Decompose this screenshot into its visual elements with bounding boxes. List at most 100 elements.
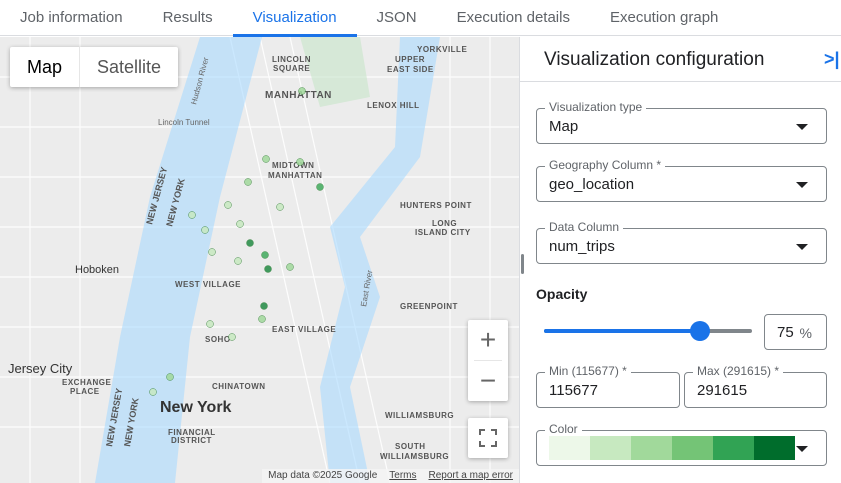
data-point[interactable]: [244, 178, 252, 186]
tab-json[interactable]: JSON: [376, 9, 417, 26]
svg-text:SQUARE: SQUARE: [273, 64, 310, 73]
fullscreen-button[interactable]: [468, 418, 508, 458]
max-input[interactable]: Max (291615) * 291615: [684, 364, 827, 408]
data-point[interactable]: [149, 388, 157, 396]
svg-text:SOHO: SOHO: [205, 335, 231, 344]
color-ramp-select[interactable]: Color: [536, 422, 827, 466]
color-swatch: [549, 436, 590, 460]
field-value: geo_location: [549, 176, 635, 193]
field-value: 75: [777, 324, 794, 341]
data-point[interactable]: [228, 333, 236, 341]
color-swatch: [754, 436, 795, 460]
svg-text:Jersey City: Jersey City: [8, 361, 73, 376]
opacity-input[interactable]: 75 %: [764, 314, 827, 350]
svg-text:YORKVILLE: YORKVILLE: [417, 45, 467, 54]
data-point[interactable]: [261, 251, 269, 259]
percent-unit: %: [799, 325, 812, 341]
field-value: 291615: [697, 382, 748, 399]
map-type-map-button[interactable]: Map: [10, 47, 81, 87]
data-point[interactable]: [296, 158, 304, 166]
field-label: Min (115677) *: [545, 364, 631, 378]
data-point[interactable]: [188, 211, 196, 219]
tab-execution-details[interactable]: Execution details: [456, 9, 570, 26]
field-value: 115677: [549, 382, 598, 399]
data-point[interactable]: [206, 320, 214, 328]
svg-text:UPPER: UPPER: [395, 55, 425, 64]
opacity-slider[interactable]: [544, 321, 752, 341]
data-point[interactable]: [201, 226, 209, 234]
data-point[interactable]: [276, 203, 284, 211]
tab-visualization[interactable]: Visualization: [232, 0, 357, 37]
fullscreen-icon: [479, 429, 497, 447]
data-point[interactable]: [246, 239, 254, 247]
tab-job-information[interactable]: Job information: [20, 9, 123, 26]
zoom-out-button[interactable]: −: [479, 365, 497, 396]
field-label: Data Column: [545, 220, 624, 234]
svg-text:FINANCIAL: FINANCIAL: [168, 428, 216, 437]
field-value: num_trips: [549, 238, 615, 255]
visualization-config-panel: Visualization configuration >| Visualiza…: [519, 37, 841, 483]
svg-text:EAST SIDE: EAST SIDE: [387, 65, 434, 74]
data-point[interactable]: [298, 87, 306, 95]
svg-text:LINCOLN: LINCOLN: [272, 55, 311, 64]
map-type-control: Map Satellite: [10, 47, 179, 87]
svg-text:ISLAND CITY: ISLAND CITY: [415, 228, 471, 237]
svg-text:Hoboken: Hoboken: [75, 264, 119, 276]
svg-text:MANHATTAN: MANHATTAN: [268, 171, 322, 180]
min-input[interactable]: Min (115677) * 115677: [536, 364, 680, 408]
data-point[interactable]: [264, 265, 272, 273]
collapse-panel-icon[interactable]: >|: [824, 49, 840, 69]
tab-results[interactable]: Results: [162, 9, 213, 26]
panel-resize-handle[interactable]: [521, 254, 524, 274]
map-data-credit: Map data ©2025 Google: [268, 470, 378, 481]
east-river: [320, 37, 440, 483]
svg-text:GREENPOINT: GREENPOINT: [400, 302, 458, 311]
slider-thumb[interactable]: [690, 321, 710, 341]
svg-text:LENOX HILL: LENOX HILL: [367, 101, 420, 110]
svg-text:PLACE: PLACE: [70, 387, 100, 396]
dropdown-caret-icon: [796, 446, 808, 452]
map-canvas[interactable]: LINCOLN SQUARE YORKVILLE UPPER EAST SIDE M…: [0, 37, 519, 483]
map-attribution: Map data ©2025 Google Terms Report a map…: [262, 469, 519, 483]
terms-link[interactable]: Terms: [389, 470, 417, 481]
svg-text:WEST VILLAGE: WEST VILLAGE: [175, 280, 241, 289]
svg-text:CHINATOWN: CHINATOWN: [212, 382, 266, 391]
tab-execution-graph[interactable]: Execution graph: [609, 9, 719, 26]
svg-text:New York: New York: [160, 399, 232, 416]
data-point[interactable]: [224, 201, 232, 209]
data-points: [149, 87, 324, 396]
geography-column-select[interactable]: Geography Column * geo_location: [536, 158, 827, 202]
data-point[interactable]: [236, 220, 244, 228]
field-label: Geography Column *: [545, 158, 666, 172]
field-label: Visualization type: [545, 100, 647, 114]
opacity-label: Opacity: [536, 286, 588, 302]
svg-text:EXCHANGE: EXCHANGE: [62, 378, 112, 387]
visualization-type-select[interactable]: Visualization type Map: [536, 100, 827, 144]
map-type-satellite-button[interactable]: Satellite: [97, 57, 162, 77]
data-point[interactable]: [208, 248, 216, 256]
data-point[interactable]: [316, 183, 324, 191]
zoom-in-button[interactable]: +: [479, 324, 497, 355]
tab-bar: Job information Results Visualization JS…: [0, 0, 841, 37]
data-column-select[interactable]: Data Column num_trips: [536, 220, 827, 264]
dropdown-caret-icon: [796, 182, 808, 188]
data-point[interactable]: [286, 263, 294, 271]
color-swatch: [713, 436, 754, 460]
data-point[interactable]: [258, 315, 266, 323]
panel-title: Visualization configuration: [544, 49, 765, 70]
data-point[interactable]: [262, 155, 270, 163]
svg-text:Lincoln Tunnel: Lincoln Tunnel: [158, 118, 210, 127]
field-value: Map: [549, 118, 579, 135]
svg-text:MANHATTAN: MANHATTAN: [265, 90, 332, 101]
data-point[interactable]: [234, 257, 242, 265]
report-map-error-link[interactable]: Report a map error: [428, 470, 513, 481]
svg-text:EAST VILLAGE: EAST VILLAGE: [272, 325, 336, 334]
svg-text:DISTRICT: DISTRICT: [171, 436, 212, 445]
svg-text:HUNTERS POINT: HUNTERS POINT: [400, 201, 472, 210]
data-point[interactable]: [166, 373, 174, 381]
field-label: Color: [545, 422, 582, 436]
dropdown-caret-icon: [796, 124, 808, 130]
data-point[interactable]: [260, 302, 268, 310]
color-swatch: [672, 436, 713, 460]
